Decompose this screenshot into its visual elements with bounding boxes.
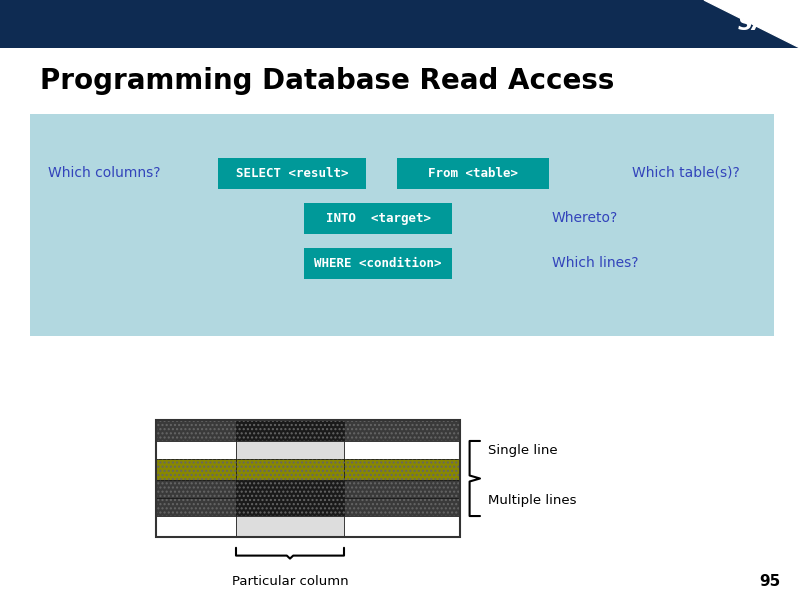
FancyBboxPatch shape [304, 248, 452, 279]
FancyBboxPatch shape [218, 158, 366, 189]
FancyBboxPatch shape [156, 479, 236, 498]
FancyBboxPatch shape [30, 114, 774, 336]
Text: Single line: Single line [488, 443, 558, 457]
Text: Which lines?: Which lines? [552, 256, 638, 271]
FancyBboxPatch shape [156, 441, 236, 459]
Text: Multiple lines: Multiple lines [488, 494, 577, 507]
FancyBboxPatch shape [156, 459, 236, 479]
FancyBboxPatch shape [397, 158, 549, 189]
Text: Particular column: Particular column [232, 575, 348, 588]
Text: Which table(s)?: Which table(s)? [632, 166, 740, 180]
Text: From <table>: From <table> [428, 167, 518, 180]
FancyBboxPatch shape [344, 441, 460, 459]
FancyBboxPatch shape [236, 516, 344, 537]
Text: SELECT <result>: SELECT <result> [236, 167, 349, 180]
Text: 95: 95 [758, 575, 780, 589]
FancyBboxPatch shape [236, 498, 344, 516]
FancyBboxPatch shape [344, 498, 460, 516]
FancyBboxPatch shape [156, 420, 236, 441]
Text: WHERE <condition>: WHERE <condition> [314, 257, 442, 270]
FancyBboxPatch shape [304, 203, 452, 234]
FancyBboxPatch shape [156, 498, 236, 516]
Text: Which columns?: Which columns? [48, 166, 161, 180]
FancyBboxPatch shape [344, 420, 460, 441]
FancyBboxPatch shape [236, 420, 344, 441]
FancyBboxPatch shape [344, 516, 460, 537]
Text: SAP: SAP [738, 14, 784, 34]
FancyBboxPatch shape [236, 459, 344, 479]
Polygon shape [704, 0, 800, 48]
FancyBboxPatch shape [156, 516, 236, 537]
Text: INTO  <target>: INTO <target> [326, 212, 430, 225]
FancyBboxPatch shape [0, 0, 800, 48]
FancyBboxPatch shape [344, 479, 460, 498]
FancyBboxPatch shape [236, 441, 344, 459]
FancyBboxPatch shape [344, 459, 460, 479]
Text: Whereto?: Whereto? [552, 211, 618, 225]
Text: Programming Database Read Access: Programming Database Read Access [40, 67, 614, 95]
FancyBboxPatch shape [236, 479, 344, 498]
